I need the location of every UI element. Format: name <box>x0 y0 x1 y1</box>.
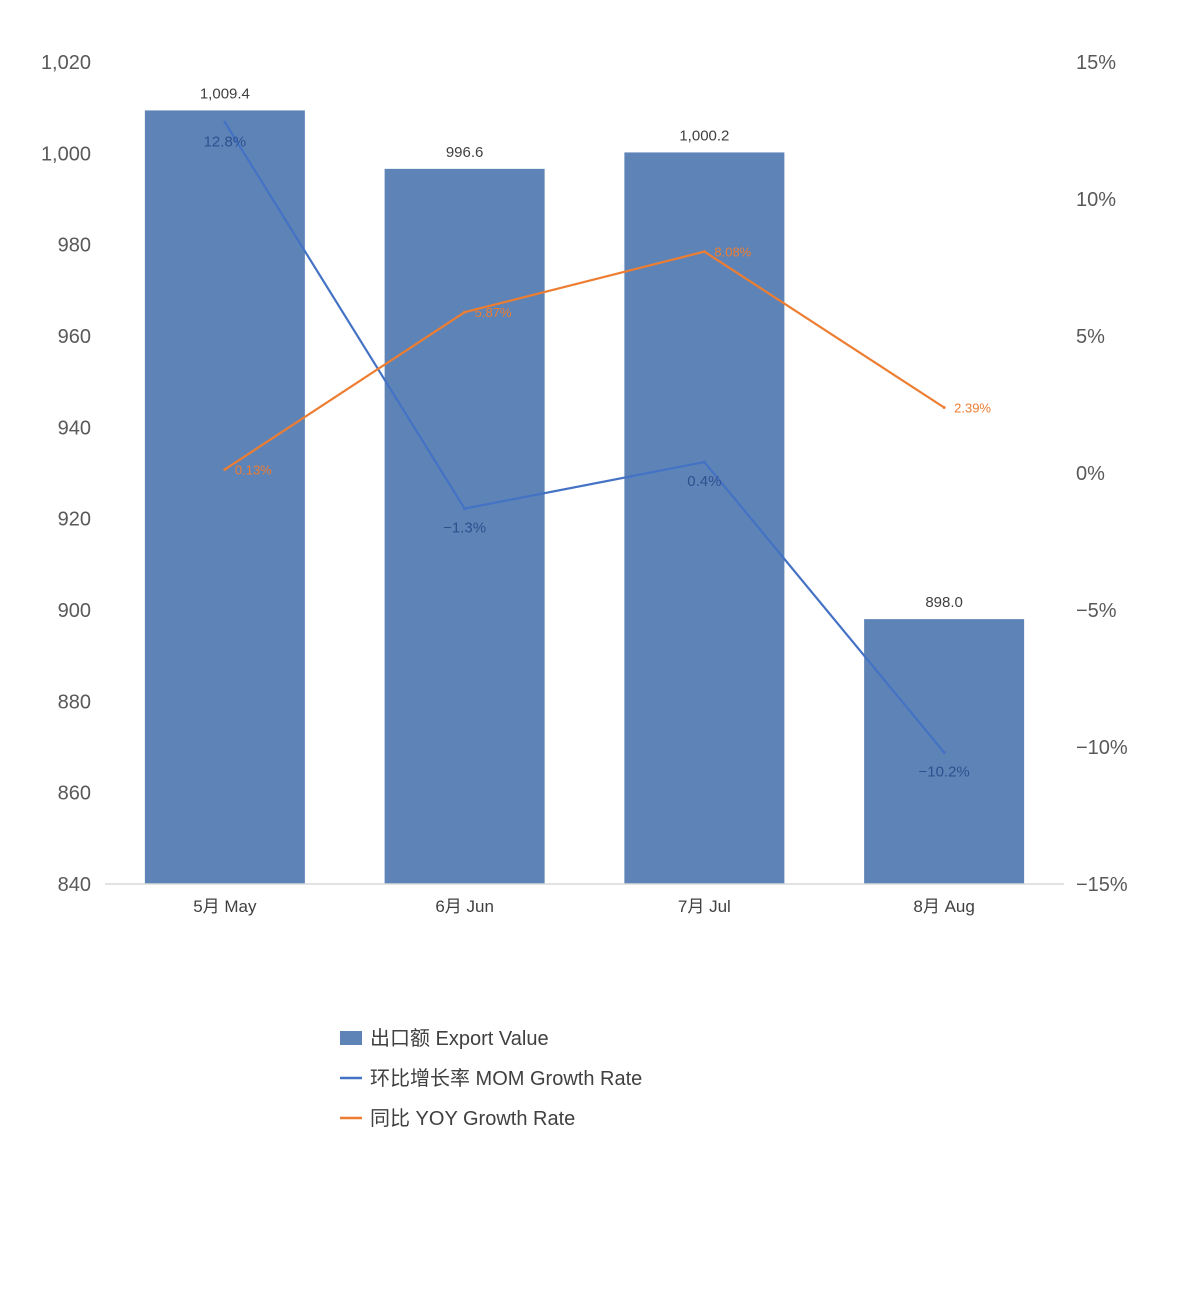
bar-2 <box>624 152 785 885</box>
right-axis-tick-0: −15% <box>1076 874 1128 896</box>
left-y-axis: 840 860 880 900 920 940 960 980 1,000 1,020 <box>41 52 91 896</box>
left-axis-tick-0: 840 <box>58 874 91 896</box>
mom-point-3 <box>942 750 946 754</box>
yoy-point-0 <box>223 467 227 471</box>
yoy-point-2 <box>702 250 706 254</box>
bar-value-label-0: 1,009.4 <box>200 85 250 102</box>
left-axis-tick-5: 940 <box>58 417 91 439</box>
mom-point-1 <box>463 507 467 511</box>
bars-layer <box>144 110 1025 885</box>
legend-label-1: 环比增长率 MOM Growth Rate <box>370 1067 642 1090</box>
mom-value-label-0: 12.8% <box>204 133 247 150</box>
yoy-point-1 <box>463 310 467 314</box>
mom-value-label-1: −1.3% <box>443 520 486 537</box>
mom-value-label-3: −10.2% <box>918 763 969 780</box>
lines-layer <box>223 120 946 754</box>
right-axis-tick-5: 10% <box>1076 189 1116 211</box>
category-label-1: 6月 Jun <box>435 897 494 916</box>
category-label-0: 5月 May <box>193 897 257 916</box>
bar-value-label-3: 898.0 <box>925 594 963 611</box>
left-axis-tick-9: 1,020 <box>41 52 91 74</box>
left-axis-tick-1: 860 <box>58 783 91 805</box>
mom-point-2 <box>702 460 706 464</box>
bar-0 <box>144 110 305 884</box>
yoy-value-label-1: 5.87% <box>475 305 512 320</box>
legend-swatch-bar <box>340 1031 362 1045</box>
bar-1 <box>384 168 545 885</box>
left-axis-tick-7: 980 <box>58 235 91 257</box>
yoy-value-label-0: 0.13% <box>235 462 272 477</box>
mom-line <box>223 121 945 754</box>
category-label-2: 7月 Jul <box>678 897 731 916</box>
mom-point-0 <box>223 120 227 124</box>
yoy-line <box>224 250 945 471</box>
right-y-axis: −15% −10% −5% 0% 5% 10% 15% <box>1076 52 1128 896</box>
right-axis-tick-3: 0% <box>1076 463 1105 485</box>
yoy-point-3 <box>942 406 946 410</box>
right-axis-tick-1: −10% <box>1076 737 1128 759</box>
right-axis-tick-6: 15% <box>1076 52 1116 74</box>
right-axis-tick-4: 5% <box>1076 326 1105 348</box>
mom-value-label-2: 0.4% <box>687 473 721 490</box>
legend: 出口额 Export Value 环比增长率 MOM Growth Rate 同比 … <box>340 1027 642 1130</box>
bar-value-label-1: 996.6 <box>446 144 484 161</box>
x-axis: 5月 May 6月 Jun 7月 Jul 8月 Aug <box>193 897 975 916</box>
category-label-3: 8月 Aug <box>913 897 974 916</box>
left-axis-tick-8: 1,000 <box>41 143 91 165</box>
left-axis-tick-6: 960 <box>58 326 91 348</box>
legend-label-0: 出口额 Export Value <box>370 1027 549 1050</box>
bar-value-label-2: 1,000.2 <box>679 127 729 144</box>
left-axis-tick-3: 900 <box>58 600 91 622</box>
legend-label-2: 同比 YOY Growth Rate <box>370 1107 575 1130</box>
yoy-value-label-2: 8.08% <box>714 245 751 260</box>
yoy-value-label-3: 2.39% <box>954 401 991 416</box>
left-axis-tick-4: 920 <box>58 509 91 531</box>
labels-layer: 1,009.4 996.6 1,000.2 898.0 12.8% −1.3% 0.4% −1… <box>200 85 992 780</box>
right-axis-tick-2: −5% <box>1076 600 1117 622</box>
left-axis-tick-2: 880 <box>58 691 91 713</box>
